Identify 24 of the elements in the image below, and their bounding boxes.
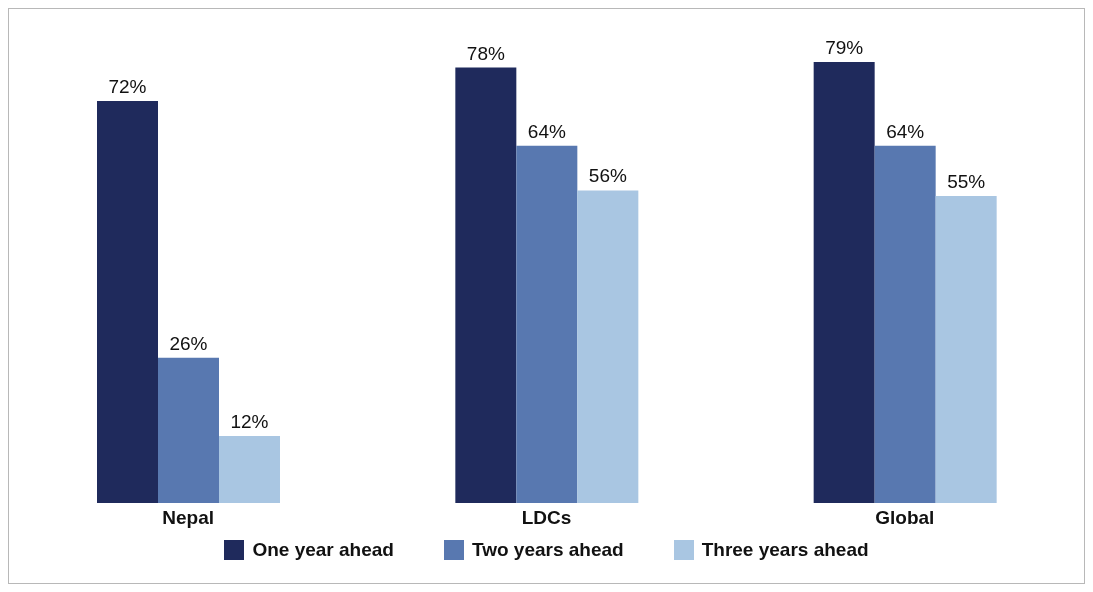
data-label: 78% (466, 42, 505, 64)
data-label: 12% (230, 411, 269, 433)
x-tick-label: Global (875, 507, 935, 529)
data-label: 55% (947, 170, 986, 192)
bar (874, 145, 936, 503)
data-label: 26% (169, 332, 208, 354)
data-label: 72% (108, 76, 147, 98)
legend-label: Two years ahead (471, 539, 624, 561)
legend-label: Three years ahead (701, 539, 869, 561)
bar (158, 357, 219, 503)
data-label: 79% (825, 37, 864, 58)
bar (577, 190, 639, 503)
bar (219, 436, 280, 503)
x-tick-label: Nepal (162, 507, 215, 529)
bar (97, 101, 158, 503)
bar (455, 67, 517, 503)
x-tick-label: LDCs (521, 507, 572, 529)
data-label: 64% (527, 120, 566, 142)
bar (935, 195, 997, 503)
bar (516, 145, 578, 503)
data-label: 64% (886, 120, 925, 142)
bar (813, 62, 875, 503)
data-label: 56% (588, 165, 627, 187)
legend-label: One year ahead (252, 539, 394, 561)
